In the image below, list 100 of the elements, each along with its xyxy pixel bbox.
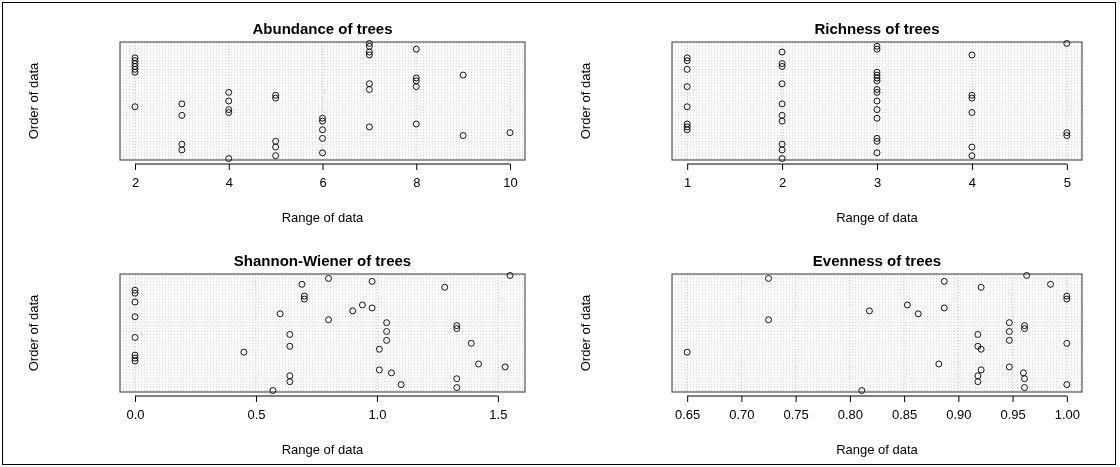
point (365, 40, 373, 47)
point (778, 111, 786, 119)
point (225, 106, 233, 114)
point (272, 91, 280, 99)
point (368, 304, 376, 312)
point (453, 322, 461, 330)
point (1063, 339, 1071, 347)
chart-title: Richness of trees (814, 20, 940, 37)
point (453, 325, 461, 332)
point (131, 103, 139, 111)
point (1005, 319, 1013, 327)
point (1005, 336, 1013, 344)
point (968, 91, 976, 99)
x-tick-label: 0.5 (247, 407, 266, 423)
x-axis-title: Range of data (281, 210, 365, 225)
point (325, 275, 332, 282)
x-tick-label: 1.5 (489, 407, 508, 423)
point (968, 51, 976, 59)
point (412, 83, 420, 91)
point (974, 378, 982, 386)
point (459, 71, 467, 79)
point (365, 123, 373, 131)
point (683, 103, 691, 111)
point (778, 117, 786, 125)
point (383, 328, 391, 335)
point (475, 360, 482, 368)
x-tick-label: 1.00 (1054, 407, 1080, 423)
point (225, 97, 233, 105)
point (131, 351, 139, 359)
point (131, 289, 139, 297)
point (375, 366, 383, 374)
y-axis-title: Order of data (26, 293, 41, 372)
point (977, 283, 985, 291)
point (365, 80, 373, 88)
point (778, 100, 786, 108)
point (778, 146, 786, 154)
point (319, 114, 326, 122)
point (914, 310, 922, 318)
point (375, 345, 383, 353)
x-tick-label: 2 (131, 175, 140, 191)
y-axis-title: Order of data (578, 61, 593, 140)
point (778, 140, 786, 148)
point (272, 143, 280, 151)
point (940, 304, 948, 312)
point (1019, 369, 1027, 377)
x-tick-label: 1.0 (368, 407, 387, 423)
point (778, 80, 786, 88)
point (319, 149, 326, 157)
point (1023, 272, 1031, 279)
point (300, 295, 308, 303)
x-tick-label: 1 (684, 175, 692, 191)
point (977, 366, 985, 374)
point (977, 345, 985, 353)
point (778, 48, 786, 56)
point (225, 109, 233, 116)
point (1063, 132, 1071, 139)
x-tick-label: 0.65 (675, 407, 701, 423)
point (778, 63, 786, 70)
point (298, 280, 306, 288)
point (286, 331, 294, 338)
x-tick-label: 10 (503, 175, 518, 191)
x-tick-label: 3 (873, 175, 882, 191)
point (1063, 129, 1071, 137)
point (276, 310, 284, 318)
point (286, 372, 294, 380)
point (131, 334, 139, 341)
point (412, 74, 420, 82)
point (131, 286, 139, 294)
point (873, 106, 881, 114)
point (178, 111, 186, 119)
point (368, 277, 376, 285)
point (286, 378, 294, 386)
point (1021, 325, 1028, 332)
point (968, 152, 976, 160)
point (873, 114, 881, 122)
point (873, 86, 881, 93)
point (974, 372, 982, 380)
point (683, 54, 691, 62)
x-tick-label: 4 (968, 175, 977, 191)
point (1063, 40, 1071, 47)
point (1005, 328, 1013, 335)
point (1021, 384, 1028, 391)
point (683, 65, 691, 73)
point (412, 45, 420, 53)
point (506, 129, 514, 137)
point (240, 348, 248, 356)
point (974, 331, 982, 338)
x-axis-title: Range of data (836, 210, 919, 225)
point (325, 316, 332, 324)
point (453, 375, 461, 383)
point (459, 132, 467, 139)
point (388, 369, 395, 377)
point (365, 51, 373, 59)
point (765, 316, 772, 324)
point (683, 83, 691, 91)
point (968, 94, 976, 102)
point (225, 88, 233, 96)
x-tick-label: 0.95 (1000, 407, 1026, 423)
point (178, 140, 186, 148)
point (178, 146, 186, 154)
